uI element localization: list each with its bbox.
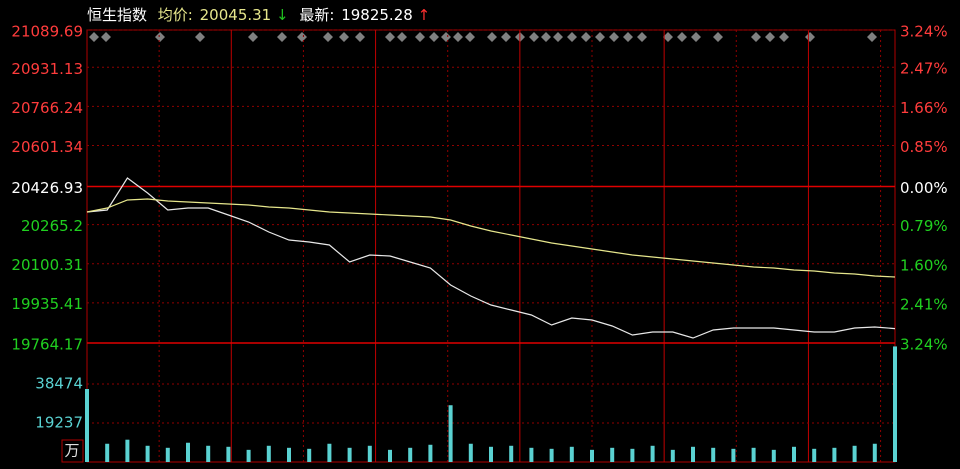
y2-tick-label: 0.00%	[900, 179, 948, 197]
volume-bar	[751, 447, 756, 462]
volume-bar	[266, 445, 271, 462]
volume-bar	[630, 448, 635, 462]
volume-bar	[226, 446, 231, 462]
y2-tick-label: 1.66%	[900, 99, 948, 117]
y-tick-label: 20931.13	[11, 60, 83, 78]
unit-box	[61, 439, 84, 463]
volume-tick-label: 19237	[35, 414, 83, 432]
y2-tick-label: 3.24%	[900, 23, 948, 41]
volume-bar	[367, 445, 372, 462]
volume-bar	[428, 444, 433, 462]
signal-markers	[89, 32, 877, 42]
volume-bar	[145, 445, 150, 462]
title: 恒生指数	[87, 6, 147, 24]
y-tick-label: 20426.93	[11, 179, 83, 197]
y-tick-label: 19935.41	[11, 295, 83, 313]
volume-bar	[872, 443, 877, 462]
volume-bar	[206, 445, 211, 462]
avg-value: 20045.31	[200, 6, 272, 24]
volume-bar	[731, 448, 736, 462]
volume-bar	[812, 448, 817, 462]
price-line	[86, 177, 896, 339]
volume-bar	[792, 446, 796, 462]
volume-bar	[893, 346, 897, 462]
price-line	[86, 198, 896, 278]
volume-bar	[287, 447, 291, 462]
last-label: 最新:	[299, 6, 334, 24]
y-tick-label: 19764.17	[11, 336, 83, 354]
avg-arrow: ↓	[276, 6, 289, 24]
volume-bar	[125, 439, 130, 462]
y-tick-label: 20100.31	[11, 256, 83, 274]
volume-bar	[347, 447, 352, 462]
volume-bar	[468, 443, 473, 462]
y-tick-label: 20601.34	[11, 138, 83, 156]
y2-tick-label: 0.85%	[900, 138, 948, 156]
volume-bar	[771, 449, 776, 462]
y2-tick-label: 2.47%	[900, 60, 948, 78]
volume-bar	[165, 447, 170, 462]
volume-bar	[590, 449, 594, 462]
volume-bar	[85, 389, 89, 462]
volume-bar	[448, 405, 453, 462]
y-tick-label: 20265.2	[21, 217, 83, 235]
volume-bar	[186, 442, 190, 462]
volume-bar	[852, 445, 857, 462]
y2-tick-label: 2.41%	[900, 295, 948, 313]
volume-bar	[569, 446, 574, 462]
last-value: 19825.28	[341, 6, 413, 24]
volume-bar	[307, 448, 312, 462]
volume-unit: 万	[64, 442, 79, 460]
volume-bar	[691, 446, 695, 462]
y2-tick-label: 3.24%	[900, 336, 948, 354]
volume-bar	[529, 447, 534, 462]
volume-bar	[650, 445, 655, 462]
y-tick-label: 20766.24	[11, 99, 83, 117]
header: 恒生指数 均价: 20045.31 ↓ 最新: 19825.28 ↑	[87, 6, 430, 24]
y-tick-label: 21089.69	[11, 23, 83, 41]
volume-bar	[105, 443, 110, 462]
y2-tick-label: 0.79%	[900, 217, 948, 235]
volume-bar	[549, 448, 554, 462]
avg-label: 均价:	[158, 6, 193, 24]
y2-tick-label: 1.60%	[900, 256, 948, 274]
volume-bar	[610, 447, 615, 462]
volume-bar	[509, 445, 514, 462]
last-arrow: ↑	[418, 6, 431, 24]
volume-bar	[246, 449, 251, 462]
volume-bar	[408, 447, 413, 462]
volume-bar	[670, 449, 675, 462]
volume-bar	[832, 447, 837, 462]
volume-bar	[489, 446, 493, 462]
volume-tick-label: 38474	[35, 375, 83, 393]
volume-bar	[327, 443, 332, 462]
volume-bar	[711, 447, 716, 462]
volume-bar	[388, 449, 392, 462]
